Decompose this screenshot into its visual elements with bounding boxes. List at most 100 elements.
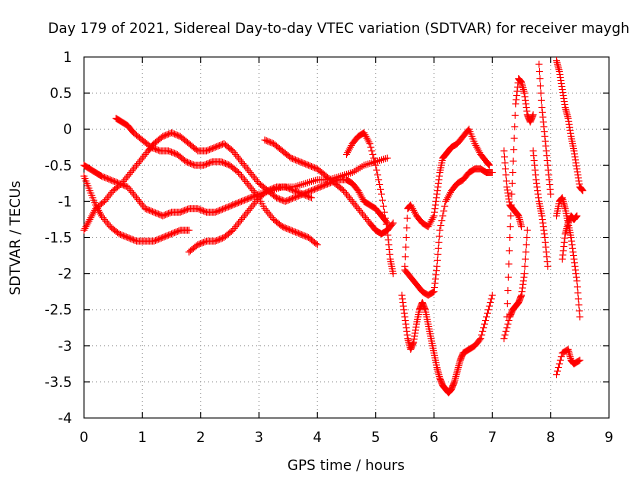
data-point xyxy=(172,150,180,158)
data-point xyxy=(267,185,275,193)
data-point xyxy=(195,205,203,213)
series-sat-b xyxy=(80,154,391,220)
data-point xyxy=(197,240,205,248)
data-point xyxy=(289,186,297,194)
data-point xyxy=(273,194,280,202)
data-point xyxy=(510,146,518,154)
data-point xyxy=(122,174,130,182)
data-point xyxy=(283,184,291,192)
data-point xyxy=(340,187,348,195)
grid-lines xyxy=(84,57,609,418)
data-point xyxy=(240,196,248,204)
data-point xyxy=(500,147,508,155)
data-point xyxy=(159,212,167,220)
data-point xyxy=(236,217,244,225)
data-point xyxy=(379,155,387,163)
data-point xyxy=(176,208,184,216)
data-point xyxy=(245,206,253,214)
data-point xyxy=(130,190,138,198)
data-point xyxy=(124,234,132,241)
data-point xyxy=(254,178,262,186)
data-point xyxy=(86,215,94,223)
data-point xyxy=(293,188,301,196)
data-point xyxy=(305,161,313,169)
data-point xyxy=(505,247,513,255)
data-point xyxy=(119,181,127,189)
data-point xyxy=(108,188,116,196)
data-point xyxy=(175,132,183,140)
data-point xyxy=(264,137,272,145)
data-point xyxy=(214,207,222,215)
data-point xyxy=(346,169,354,177)
data-point xyxy=(246,205,254,213)
data-point xyxy=(205,159,213,167)
data-point xyxy=(125,185,133,193)
y-tick-label: -2 xyxy=(58,267,72,283)
data-point xyxy=(192,146,200,154)
data-point xyxy=(501,159,509,167)
data-point xyxy=(200,238,208,246)
series-sat-q xyxy=(553,194,584,321)
data-point xyxy=(284,196,292,204)
data-point xyxy=(544,262,552,270)
data-point xyxy=(147,143,155,151)
data-point xyxy=(227,146,235,154)
data-point xyxy=(189,161,197,169)
data-point xyxy=(194,241,202,249)
data-point xyxy=(274,194,282,202)
data-point xyxy=(297,158,305,166)
data-point xyxy=(357,208,365,216)
data-point xyxy=(267,212,275,220)
data-point xyxy=(144,206,152,214)
y-tick-label: 0 xyxy=(63,122,72,138)
data-point xyxy=(204,146,212,154)
series-sat-k xyxy=(503,75,537,321)
data-point xyxy=(356,206,364,214)
data-point xyxy=(574,289,582,297)
data-point xyxy=(138,201,146,209)
data-point xyxy=(383,219,391,227)
data-point xyxy=(291,193,299,201)
x-axis-label: GPS time / hours xyxy=(287,458,404,474)
data-point xyxy=(477,335,485,343)
data-point xyxy=(99,199,107,207)
data-point xyxy=(251,174,259,182)
x-tick-label: 7 xyxy=(488,430,497,446)
data-point xyxy=(445,192,453,200)
data-point xyxy=(217,206,225,214)
data-point xyxy=(553,371,560,379)
data-point xyxy=(555,360,563,368)
data-point xyxy=(124,172,132,180)
data-point xyxy=(444,194,452,202)
data-point xyxy=(201,238,209,246)
data-point xyxy=(207,158,215,166)
data-point xyxy=(188,160,196,168)
data-point xyxy=(575,301,583,309)
data-point xyxy=(557,353,565,361)
data-point xyxy=(80,226,88,234)
y-tick-label: -1 xyxy=(58,194,72,210)
data-point xyxy=(409,205,417,213)
data-point xyxy=(179,207,187,215)
data-point xyxy=(226,202,234,210)
data-point xyxy=(483,309,491,317)
data-point xyxy=(173,131,181,139)
data-point xyxy=(318,182,326,190)
data-point xyxy=(98,212,105,220)
data-point xyxy=(210,144,218,152)
data-point xyxy=(277,221,285,229)
data-point xyxy=(573,212,581,220)
data-point xyxy=(264,208,272,216)
data-point xyxy=(361,214,369,222)
data-point xyxy=(128,235,136,243)
data-point xyxy=(433,262,441,270)
data-point xyxy=(366,140,374,148)
data-point xyxy=(240,161,248,169)
data-point xyxy=(371,158,379,166)
data-point xyxy=(350,199,358,207)
data-point xyxy=(160,132,168,140)
data-point xyxy=(105,221,113,229)
data-point xyxy=(475,147,483,155)
data-point xyxy=(521,255,529,263)
data-point xyxy=(322,181,330,189)
